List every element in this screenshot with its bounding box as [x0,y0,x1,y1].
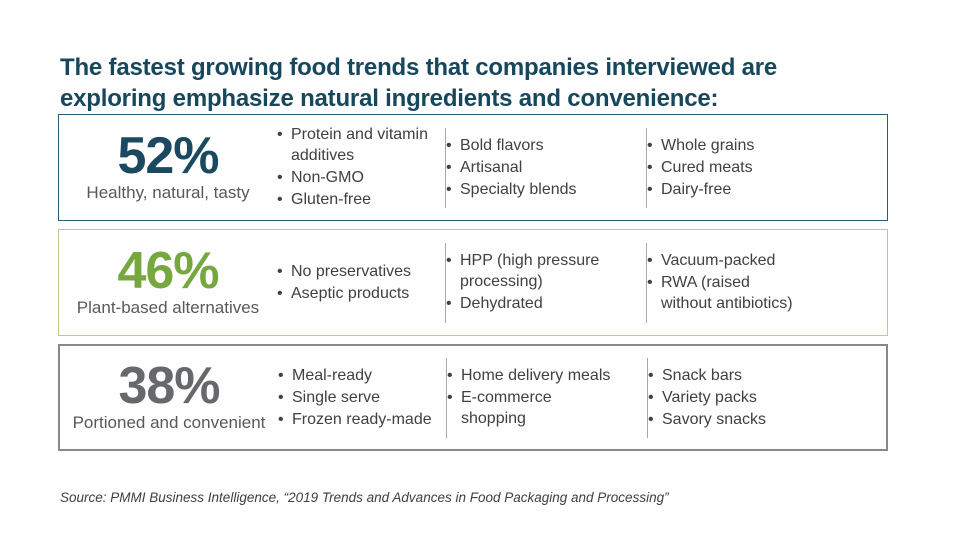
bullet-column-2: HPP (high pressure processing)Dehydrated [446,250,646,315]
trend-rows: 52% Healthy, natural, tasty Protein and … [58,114,888,459]
bullet-item: Variety packs [648,387,834,408]
trend-label: Healthy, natural, tasty [86,183,250,202]
bullet-item: Whole grains [647,135,833,156]
bullet-item: Specialty blends [446,179,646,200]
bullet-item: HPP (high pressure processing) [446,250,646,292]
bullet-item: Savory snacks [648,409,834,430]
bullet-column-1: Protein and vitamin additivesNon-GMOGlut… [277,124,445,211]
bullet-item: Gluten-free [277,189,445,210]
bullet-item: Cured meats [647,157,833,178]
bullet-item: Vacuum-packed [647,250,833,271]
trend-row: 46% Plant-based alternatives No preserva… [58,229,888,336]
bullet-column-2: Home delivery mealsE-commerce shopping [447,365,647,430]
bullet-item: Dairy-free [647,179,833,200]
bullet-column-3: Snack barsVariety packsSavory snacks [648,365,834,431]
trend-label: Portioned and convenient [72,413,266,432]
trend-percent: 46% [117,242,219,300]
bullet-item: E-commerce shopping [447,387,647,429]
page-title-line-1: The fastest growing food trends that com… [60,54,778,82]
trend-stat: 46% Plant-based alternatives [59,243,277,322]
bullet-column-3: Whole grainsCured meatsDairy-free [647,135,833,201]
bullet-item: Dehydrated [446,293,646,314]
page-title-line-2: exploring emphasize natural ingredients … [60,85,719,113]
bullet-item: Non-GMO [277,167,445,188]
trend-percent: 38% [118,357,220,415]
bullet-item: Meal-ready [278,365,446,386]
page-title: The fastest growing food trends that com… [60,52,900,114]
bullet-item: Protein and vitamin additives [277,124,445,166]
bullet-item: Bold flavors [446,135,646,156]
trend-stat: 52% Healthy, natural, tasty [59,128,277,207]
source-citation: Source: PMMI Business Intelligence, “201… [60,489,669,505]
trend-label: Plant-based alternatives [76,298,260,317]
bullet-item: Home delivery meals [447,365,647,386]
bullet-item: RWA (raised without antibiotics) [647,272,833,314]
bullet-column-1: Meal-readySingle serveFrozen ready-made [278,365,446,431]
trend-row: 38% Portioned and convenient Meal-readyS… [58,344,888,451]
bullet-item: Aseptic products [277,283,445,304]
bullet-item: No preservatives [277,261,445,282]
bullet-item: Single serve [278,387,446,408]
bullet-column-2: Bold flavorsArtisanalSpecialty blends [446,135,646,201]
bullet-column-1: No preservativesAseptic products [277,261,445,305]
bullet-item: Snack bars [648,365,834,386]
trend-row: 52% Healthy, natural, tasty Protein and … [58,114,888,221]
bullet-item: Frozen ready-made [278,409,446,430]
bullet-item: Artisanal [446,157,646,178]
trend-percent: 52% [117,127,219,185]
bullet-column-3: Vacuum-packedRWA (raised without antibio… [647,250,833,315]
trend-stat: 38% Portioned and convenient [60,358,278,437]
